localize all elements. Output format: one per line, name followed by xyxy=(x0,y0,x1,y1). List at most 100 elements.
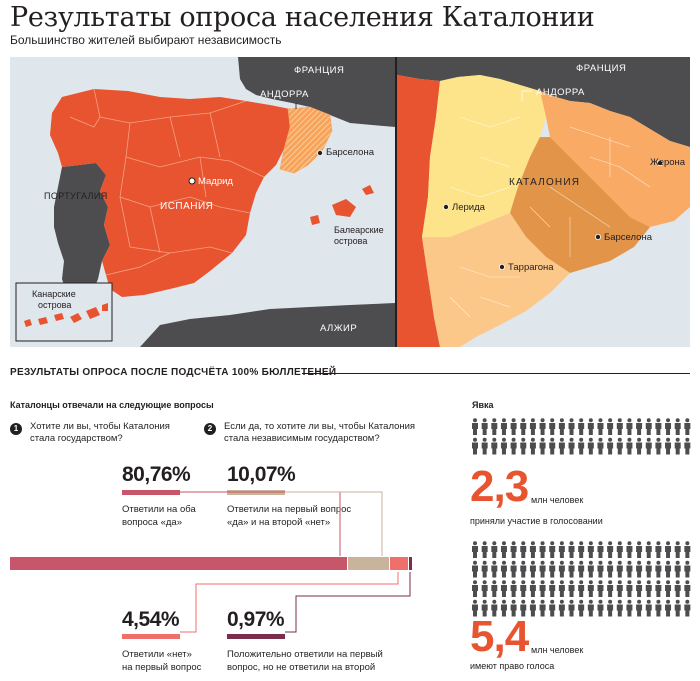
person-icon xyxy=(616,580,623,597)
person-icon xyxy=(539,599,546,617)
person-icon xyxy=(655,560,662,578)
question-2-number: 2 xyxy=(204,423,216,435)
person-icon xyxy=(645,418,652,435)
person-icon xyxy=(655,437,662,455)
france-region-left xyxy=(238,57,395,127)
spain-region xyxy=(50,89,290,297)
stacked-results-bar xyxy=(10,557,412,570)
person-icon xyxy=(684,560,691,578)
person-icon xyxy=(645,560,652,578)
person-icon xyxy=(597,560,604,578)
person-icon xyxy=(481,599,488,617)
stacked-segment-2 xyxy=(346,557,389,570)
person-icon xyxy=(500,437,507,455)
result-3-line2: на первый вопрос xyxy=(122,662,202,673)
person-icon xyxy=(549,599,556,617)
person-icon xyxy=(578,437,585,455)
person-icon xyxy=(655,541,662,558)
person-icon xyxy=(558,560,565,578)
person-icon xyxy=(568,560,575,578)
question-2-line1: Если да, то хотите ли вы, чтобы Каталони… xyxy=(224,421,416,432)
label-france-left: ФРАНЦИЯ xyxy=(294,65,344,76)
person-icon xyxy=(539,580,546,597)
person-icon xyxy=(520,418,527,435)
person-icon xyxy=(491,560,498,578)
catalonia-map: ФРАНЦИЯ АНДОРРА КАТАЛОНИЯ Жерона Лерида … xyxy=(397,57,690,347)
person-icon xyxy=(655,418,662,435)
person-icon xyxy=(607,418,614,435)
label-girona: Жерона xyxy=(650,157,686,168)
section-divider xyxy=(302,373,690,374)
person-icon xyxy=(510,437,517,455)
person-icon xyxy=(558,580,565,597)
person-icon xyxy=(597,437,604,455)
person-icon xyxy=(500,541,507,558)
person-icon xyxy=(674,560,681,578)
person-icon xyxy=(578,580,585,597)
person-icon xyxy=(607,580,614,597)
person-icon xyxy=(491,541,498,558)
spain-strip xyxy=(397,75,440,347)
person-icon xyxy=(481,418,488,435)
connector-lines xyxy=(180,491,411,633)
label-andorra-left: АНДОРРА xyxy=(260,89,309,100)
people-grid-eligible xyxy=(472,541,691,617)
eligible-unit: млн человек xyxy=(531,645,584,655)
person-icon xyxy=(549,418,556,435)
person-icon xyxy=(491,599,498,617)
person-icon xyxy=(636,541,643,558)
result-3-description: Ответили «нет» на первый вопрос xyxy=(122,648,201,674)
spain-map: ФРАНЦИЯ АНДОРРА Барселона Мадрид ИСПАНИЯ… xyxy=(10,57,395,347)
person-icon xyxy=(529,560,536,578)
person-icon xyxy=(500,599,507,617)
question-1-line2: стала государством? xyxy=(30,433,123,444)
person-icon xyxy=(520,541,527,558)
person-icon xyxy=(529,541,536,558)
person-icon xyxy=(636,599,643,617)
girona-region xyxy=(540,91,690,227)
label-barcelona-left: Барселона xyxy=(326,147,375,158)
result-4-percent: 0,97% xyxy=(227,608,285,631)
person-icon xyxy=(636,437,643,455)
person-icon xyxy=(549,580,556,597)
person-icon xyxy=(568,599,575,617)
people-grid-participated xyxy=(472,418,691,455)
person-icon xyxy=(665,560,672,578)
person-icon xyxy=(510,560,517,578)
person-icon xyxy=(684,580,691,597)
person-icon xyxy=(529,418,536,435)
result-3-percent: 4,54% xyxy=(122,608,180,631)
person-icon xyxy=(558,437,565,455)
turnout-heading: Явка xyxy=(472,400,494,410)
result-2-line1: Ответили на первый вопрос xyxy=(227,504,352,515)
person-icon xyxy=(607,541,614,558)
person-icon xyxy=(472,437,478,455)
person-icon xyxy=(568,437,575,455)
person-icon xyxy=(607,599,614,617)
person-icon xyxy=(491,437,498,455)
person-icon xyxy=(645,599,652,617)
person-icon xyxy=(587,541,594,558)
person-icon xyxy=(655,580,662,597)
participated-unit: млн человек xyxy=(531,495,584,505)
person-icon xyxy=(616,599,623,617)
person-icon xyxy=(549,437,556,455)
person-icon xyxy=(529,580,536,597)
person-icon xyxy=(684,599,691,617)
label-catalonia: КАТАЛОНИЯ xyxy=(509,177,580,188)
result-1-percent: 80,76% xyxy=(122,463,191,486)
person-icon xyxy=(481,580,488,597)
label-spain: ИСПАНИЯ xyxy=(160,201,213,212)
person-icon xyxy=(481,437,488,455)
label-algeria: АЛЖИР xyxy=(320,323,357,334)
person-icon xyxy=(674,580,681,597)
person-icon xyxy=(597,599,604,617)
person-icon xyxy=(539,418,546,435)
person-icon xyxy=(665,437,672,455)
label-portugal: ПОРТУГАЛИЯ xyxy=(44,191,108,201)
person-icon xyxy=(626,599,633,617)
person-icon xyxy=(500,418,507,435)
person-icon xyxy=(684,437,691,455)
person-icon xyxy=(597,580,604,597)
label-balearic-1: Балеарские xyxy=(334,225,384,235)
